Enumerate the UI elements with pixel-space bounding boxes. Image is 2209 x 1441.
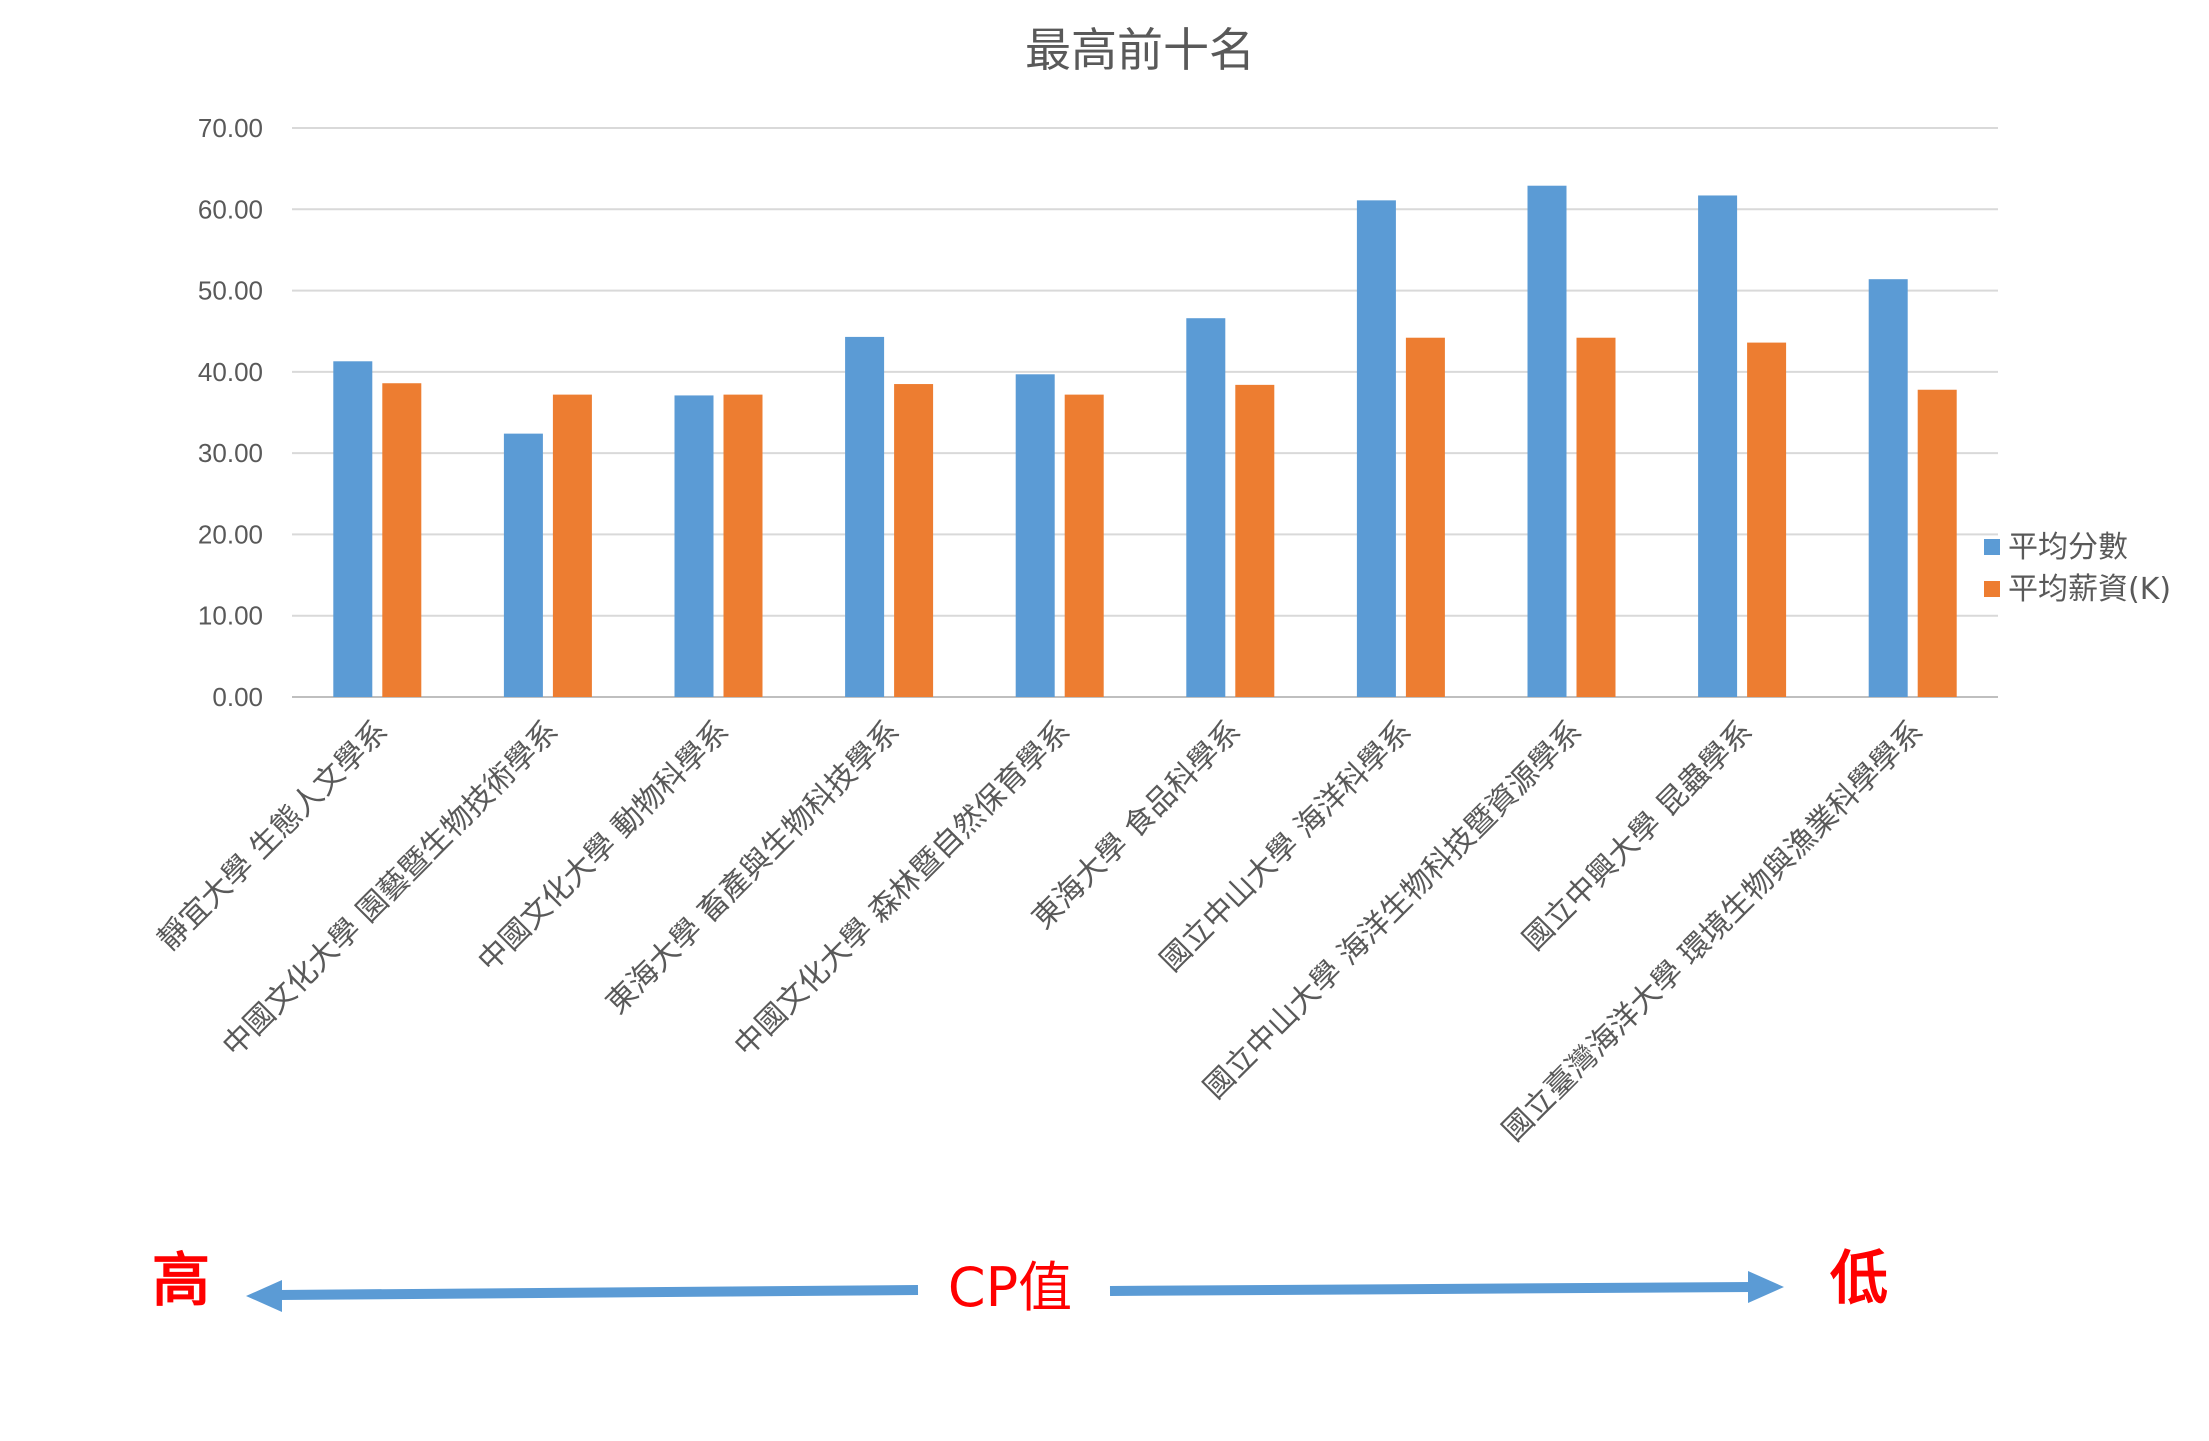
legend-label: 平均薪資(K) — [2008, 572, 2171, 607]
bar — [674, 395, 714, 697]
y-tick-label: 50.00 — [198, 276, 263, 306]
x-tick-label: 東海大學 畜產與生物科技學系 — [599, 714, 906, 1021]
cp-center-label: CP值 — [948, 1256, 1072, 1319]
bar — [503, 433, 543, 697]
bar — [1868, 279, 1908, 697]
bar — [1356, 200, 1396, 697]
bar — [333, 361, 373, 697]
bar — [845, 336, 885, 697]
bar — [1405, 337, 1445, 697]
legend-swatch — [1984, 539, 2000, 555]
cp-scale: 高 CP值 低 — [152, 1244, 1888, 1319]
y-tick-label: 30.00 — [198, 438, 263, 468]
bar — [723, 394, 763, 697]
gridlines — [292, 127, 1998, 698]
bar — [894, 384, 934, 697]
x-tick-label: 中國文化大學 森林暨自然保育學系 — [728, 714, 1078, 1064]
chart-title: 最高前十名 — [1025, 23, 1255, 77]
arrow-left-head — [246, 1280, 282, 1312]
x-tick-label: 中國文化大學 園藝暨生物技術學系 — [216, 714, 566, 1064]
arrow-left-shaft — [277, 1285, 919, 1300]
bars — [333, 185, 1957, 697]
y-tick-label: 10.00 — [198, 601, 263, 631]
bar — [1527, 185, 1567, 697]
bar — [1186, 318, 1226, 697]
bar — [1235, 384, 1275, 697]
legend-swatch — [1984, 581, 2000, 597]
bar — [1576, 337, 1616, 697]
arrow-right-head — [1748, 1271, 1784, 1303]
bar — [1747, 342, 1787, 697]
y-tick-label: 20.00 — [198, 519, 263, 549]
cp-high-label: 高 — [152, 1246, 210, 1314]
bar — [382, 383, 422, 697]
y-tick-label: 0.00 — [212, 682, 263, 712]
cp-low-label: 低 — [1830, 1244, 1888, 1312]
legend-label: 平均分數 — [2008, 530, 2128, 565]
bar — [552, 394, 592, 697]
y-axis-ticks: 0.00 10.00 20.00 30.00 40.00 50.00 60.00 70.00 — [198, 113, 263, 712]
y-tick-label: 40.00 — [198, 357, 263, 387]
arrow-right-shaft — [1109, 1282, 1753, 1296]
bar — [1917, 389, 1957, 697]
bar — [1698, 195, 1738, 697]
x-tick-label: 國立中山大學 海洋生物科技暨資源學系 — [1197, 714, 1589, 1106]
bar — [1015, 374, 1055, 697]
bar — [1064, 394, 1104, 697]
y-tick-label: 70.00 — [198, 113, 263, 143]
y-tick-label: 60.00 — [198, 194, 263, 224]
